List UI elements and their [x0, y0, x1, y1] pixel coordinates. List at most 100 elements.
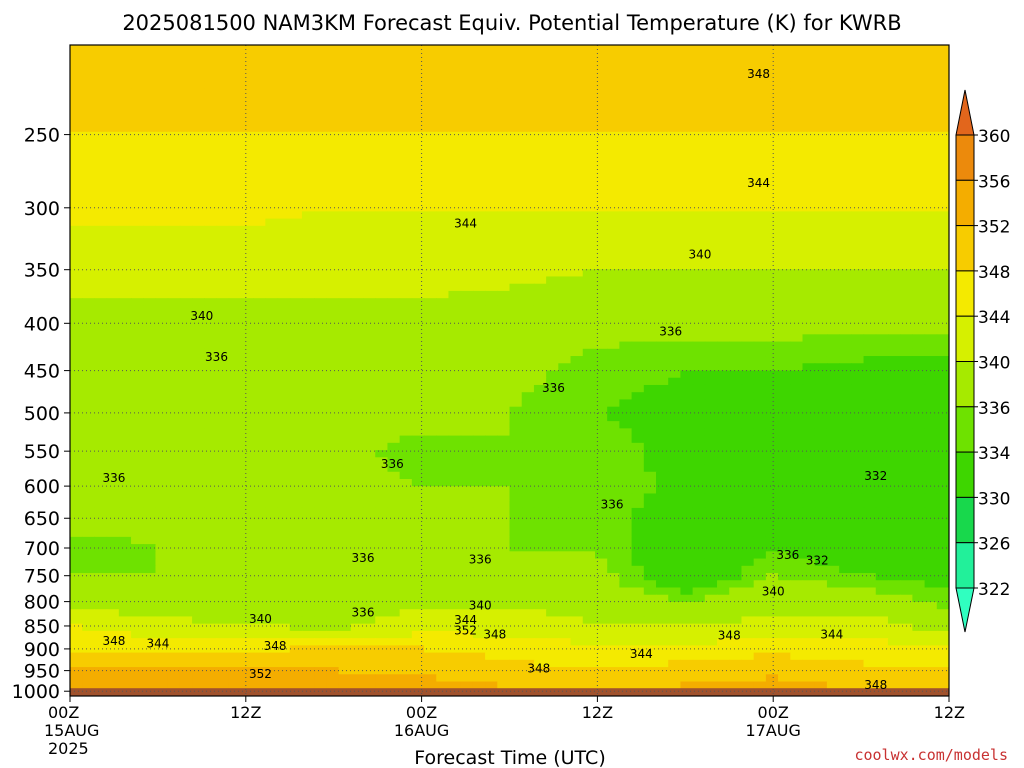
- field-cell: [436, 507, 450, 516]
- field-cell: [656, 471, 669, 480]
- field-cell: [656, 269, 669, 278]
- field-cell: [741, 529, 755, 538]
- field-cell: [863, 225, 877, 234]
- field-cell: [289, 153, 303, 162]
- field-cell: [106, 486, 120, 495]
- field-cell: [448, 341, 462, 350]
- field-cell: [216, 52, 230, 61]
- field-cell: [314, 95, 327, 104]
- field-cell: [509, 182, 523, 191]
- field-cell: [875, 66, 889, 75]
- field-cell: [936, 384, 949, 393]
- field-cell: [863, 298, 877, 306]
- field-cell: [570, 52, 584, 61]
- field-cell: [82, 348, 96, 357]
- field-cell: [448, 73, 462, 82]
- field-cell: [887, 377, 901, 386]
- field-cell: [863, 81, 877, 89]
- field-cell: [436, 117, 450, 126]
- field-cell: [155, 471, 169, 480]
- field-cell: [533, 95, 547, 104]
- field-cell: [936, 139, 949, 147]
- field-cell: [570, 500, 584, 509]
- field-cell: [594, 204, 608, 212]
- field-cell: [277, 413, 291, 422]
- field-cell: [240, 182, 254, 191]
- field-cell: [692, 139, 706, 147]
- field-cell: [460, 167, 474, 176]
- field-cell: [546, 95, 559, 104]
- field-cell: [729, 204, 743, 212]
- field-cell: [631, 196, 645, 205]
- field-cell: [448, 175, 462, 184]
- field-cell: [656, 73, 669, 82]
- field-cell: [106, 102, 120, 111]
- field-cell: [485, 493, 498, 502]
- field-cell: [436, 276, 450, 285]
- field-cell: [765, 153, 779, 162]
- field-cell: [387, 218, 401, 227]
- field-cell: [900, 529, 913, 538]
- field-cell: [118, 515, 132, 523]
- field-cell: [802, 218, 816, 227]
- field-cell: [253, 450, 266, 458]
- field-cell: [179, 146, 193, 155]
- field-cell: [778, 233, 791, 241]
- field-cell: [607, 507, 620, 516]
- field-cell: [289, 262, 303, 270]
- field-cell: [411, 500, 425, 509]
- field-cell: [240, 384, 254, 393]
- field-cell: [607, 479, 620, 487]
- field-cell: [814, 283, 828, 292]
- field-cell: [875, 457, 889, 466]
- field-cell: [717, 283, 730, 292]
- field-cell: [253, 124, 266, 133]
- field-cell: [607, 102, 620, 111]
- field-cell: [228, 493, 242, 502]
- field-cell: [131, 413, 144, 422]
- field-cell: [314, 450, 327, 458]
- field-cell: [900, 428, 913, 437]
- field-cell: [509, 146, 523, 155]
- field-cell: [619, 384, 633, 393]
- field-cell: [765, 356, 779, 364]
- field-cell: [912, 110, 926, 118]
- field-cell: [216, 131, 230, 140]
- field-cell: [399, 435, 413, 444]
- field-cell: [424, 45, 437, 53]
- field-cell: [521, 45, 535, 53]
- field-cell: [277, 45, 291, 53]
- field-cell: [167, 435, 181, 444]
- field-cell: [814, 298, 828, 306]
- field-cell: [533, 450, 547, 458]
- field-cell: [424, 305, 437, 314]
- field-cell: [131, 102, 144, 111]
- field-cell: [326, 348, 340, 357]
- field-cell: [460, 305, 474, 314]
- field-cell: [533, 507, 547, 516]
- field-cell: [729, 479, 743, 487]
- field-cell: [607, 66, 620, 75]
- field-cell: [350, 464, 364, 473]
- field-cell: [94, 225, 108, 234]
- field-cell: [533, 45, 547, 53]
- field-cell: [436, 131, 450, 140]
- field-cell: [619, 290, 633, 299]
- field-cell: [301, 457, 315, 466]
- field-cell: [363, 399, 376, 408]
- field-cell: [143, 45, 157, 53]
- field-cell: [887, 305, 901, 314]
- field-cell: [424, 529, 437, 538]
- field-cell: [594, 522, 608, 531]
- field-cell: [399, 334, 413, 343]
- field-cell: [582, 182, 596, 191]
- field-cell: [729, 363, 743, 372]
- field-cell: [778, 117, 791, 126]
- field-cell: [472, 139, 486, 147]
- field-cell: [765, 88, 779, 97]
- field-cell: [338, 399, 352, 408]
- field-cell: [143, 110, 157, 118]
- field-cell: [753, 500, 767, 509]
- field-cell: [729, 160, 743, 169]
- field-cell: [533, 254, 547, 263]
